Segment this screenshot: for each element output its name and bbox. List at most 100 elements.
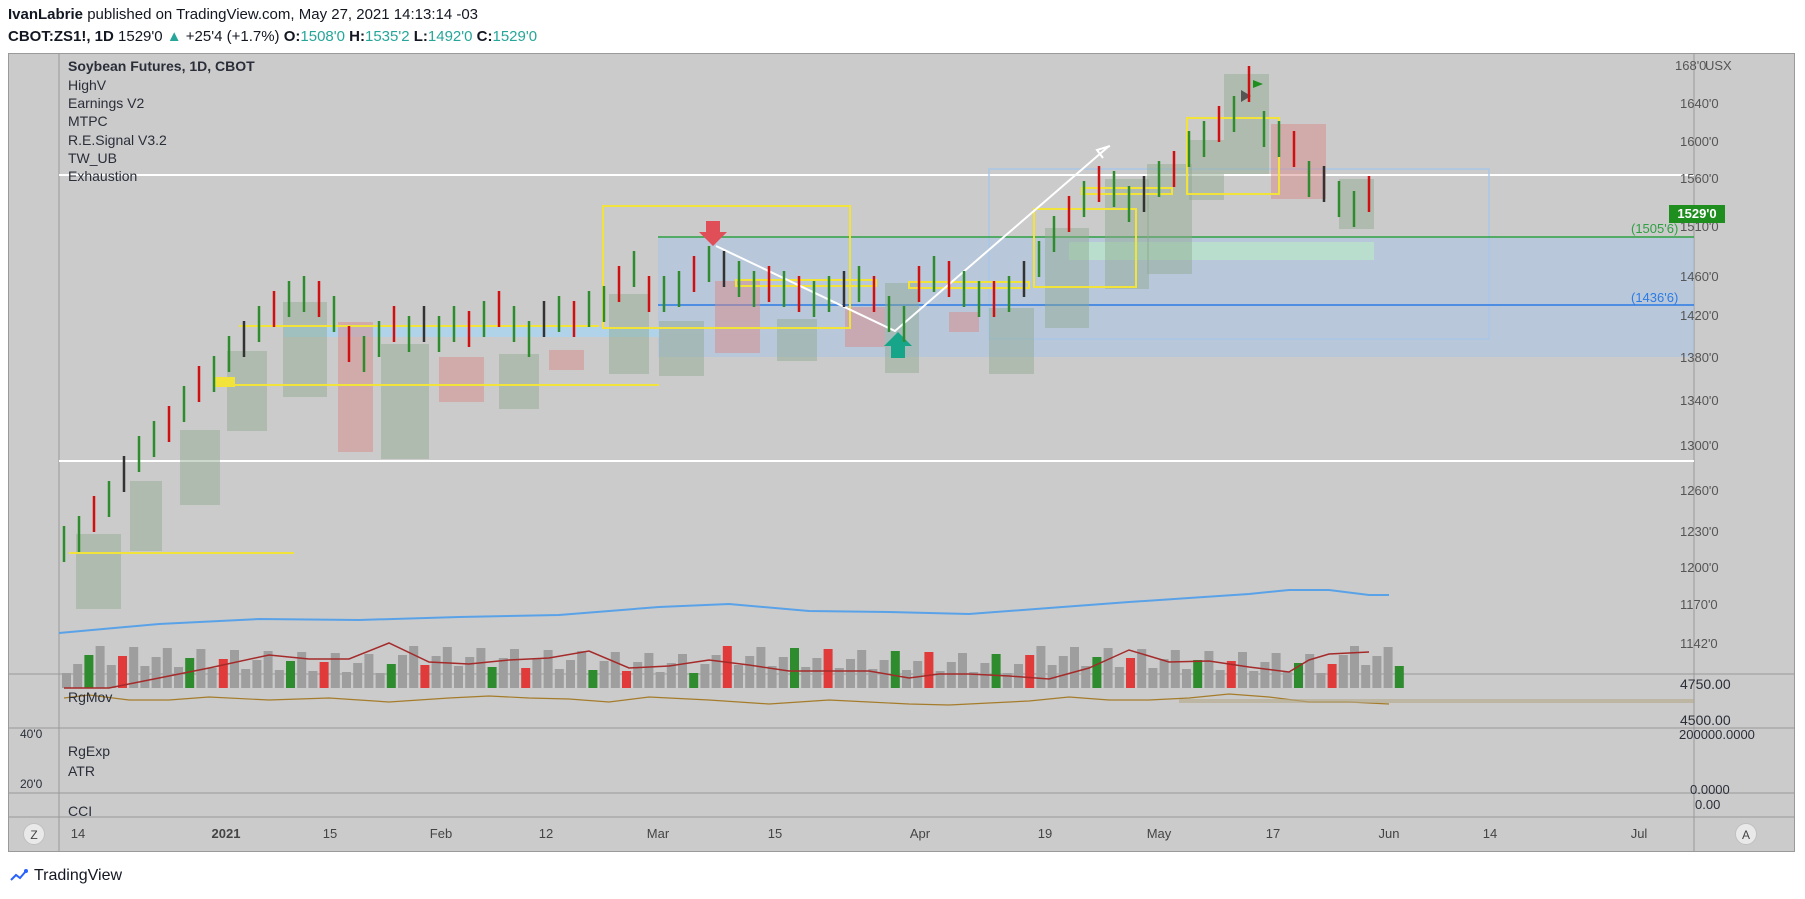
rgexp-bar [1148,668,1158,688]
rgexp-bar [1092,657,1102,688]
rgexp-bar [431,656,441,688]
rgexp-left-axis: 20'0 [20,777,43,791]
rgexp-bar [1137,649,1147,688]
rgexp-bar [790,648,799,688]
rgexp-bar [1294,663,1303,688]
rgexp-bar [218,659,228,688]
rgexp-bar [162,648,172,688]
rgexp-bar [778,657,788,688]
author-name[interactable]: IvanLabrie [8,6,84,23]
rgexp-bar [1361,665,1371,688]
rgexp-bar [1226,661,1236,688]
rgexp-label[interactable]: RgExp [68,743,111,759]
time-label: 2021 [211,826,241,841]
price-label: 1460'0 [1680,269,1719,284]
legend-earnings[interactable]: Earnings V2 [68,95,145,111]
last-price: 1529'0 [118,28,163,45]
time-label: Jun [1378,826,1400,841]
time-label: 14 [70,826,86,841]
rgexp-bar [801,667,811,688]
rgexp-bar [1070,647,1079,688]
symbol-label[interactable]: CBOT:ZS1!, 1D [8,28,114,45]
rgexp-bar [991,654,1001,688]
rgexp-bar [118,656,127,688]
rgexp-bar [375,673,385,688]
rgmov-axis-label: 4750.00 [1680,676,1731,692]
rgmov-axis-label: 4500.00 [1680,712,1731,728]
rgexp-bar [745,656,755,688]
time-label: Mar [646,826,670,841]
rgexp-bar [84,655,94,688]
rgexp-bar [386,664,396,688]
legend-highv[interactable]: HighV [68,77,107,93]
time-label: 19 [1037,826,1053,841]
rgexp-bar [207,668,217,688]
open-label: O: [283,28,301,45]
rgexp-bar [1114,667,1124,688]
rgexp-right-axis: 0.0000 [1690,782,1730,797]
price-label: 1170'0 [1680,597,1718,612]
rgexp-bar [543,650,553,688]
rgexp-bar [308,671,318,688]
cci-label[interactable]: CCI [68,806,93,816]
low-value: 1492'0 [427,28,473,45]
rgexp-bar [1282,672,1292,688]
legend-twub[interactable]: TW_UB [68,150,117,166]
rgexp-bar [689,673,699,688]
rgexp-bar [969,672,979,688]
rgexp-bar [106,665,116,688]
time-label: 15 [767,826,783,841]
tradingview-logo-icon [10,869,28,881]
price-change: +25'4 (+1.7%) [185,28,280,45]
rgexp-bar [1002,673,1012,688]
rgexp-bar [588,670,598,688]
rgexp-bar [420,665,430,688]
currency-label[interactable]: USX [1705,58,1732,73]
footer-branding[interactable]: TradingView [10,867,122,885]
rgexp-bar [1327,664,1337,688]
rgexp-bar [1182,669,1191,688]
legend-mtpc[interactable]: MTPC [68,113,108,129]
rgexp-bar [95,646,105,688]
rgexp-left-axis: 40'0 [20,727,43,741]
atr-label[interactable]: ATR [68,763,95,779]
rgexp-bar [566,660,575,688]
rgexp-bar [812,658,822,688]
rgexp-bar [734,665,743,688]
rgexp-bar [510,649,519,688]
price-label: 1230'0 [1680,524,1719,539]
legend-exhaustion[interactable]: Exhaustion [68,168,138,184]
rgexp-bar [1081,666,1091,688]
time-label: 14 [1482,826,1498,841]
rgexp-bar [868,669,878,688]
rgexp-bar [140,666,150,688]
legend-symbol[interactable]: Soybean Futures, 1D, CBOT [68,58,255,74]
rgexp-bar [73,664,83,688]
rgexp-bar [1103,648,1113,688]
close-label: C: [476,28,493,45]
legend-resignal[interactable]: R.E.Signal V3.2 [68,132,167,148]
rgexp-bar [946,662,956,688]
rgexp-bar [297,652,307,688]
time-label: 15 [322,826,338,841]
rgexp-bar [129,647,139,688]
rgexp-bar [935,671,945,688]
rgexp-bar [1316,673,1326,688]
price-label: 1420'0 [1680,308,1719,323]
rgmov-label[interactable]: RgMov [68,689,113,705]
rgexp-bar [599,661,609,688]
auto-scale-button[interactable]: A [1735,823,1757,845]
price-label: 1142'0 [1680,636,1718,651]
time-label: Jul [1630,826,1648,841]
price-label: 1340'0 [1680,393,1719,408]
rgexp-bar [1305,654,1315,688]
timezone-button[interactable]: Z [23,823,45,845]
last-price-badge: 1529'0 [1669,205,1725,223]
rgexp-bar [1383,647,1393,688]
time-label: 12 [538,826,554,841]
rgexp-bar [1047,665,1057,688]
chart-canvas[interactable] [9,54,1794,851]
rgexp-bar [913,661,923,688]
rgexp-bar [722,646,732,688]
rgexp-bar [364,654,374,688]
